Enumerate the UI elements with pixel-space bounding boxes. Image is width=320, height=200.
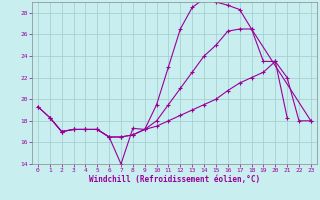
X-axis label: Windchill (Refroidissement éolien,°C): Windchill (Refroidissement éolien,°C) (89, 175, 260, 184)
